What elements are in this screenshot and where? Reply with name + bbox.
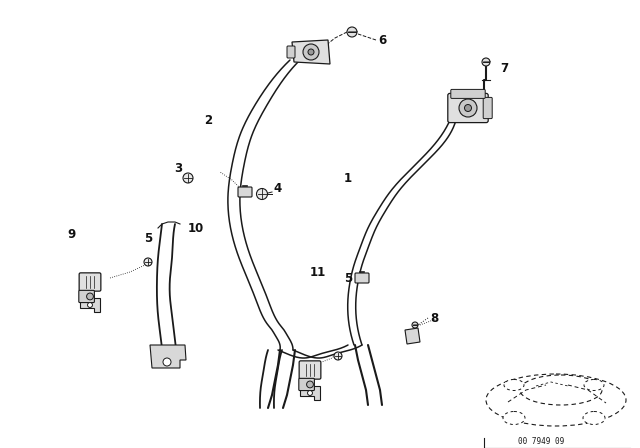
FancyBboxPatch shape (483, 97, 492, 119)
Circle shape (465, 104, 472, 112)
Circle shape (308, 49, 314, 55)
Ellipse shape (486, 374, 626, 426)
Polygon shape (292, 40, 330, 64)
Polygon shape (150, 345, 186, 368)
Circle shape (163, 358, 171, 366)
FancyBboxPatch shape (448, 93, 488, 123)
Circle shape (482, 58, 490, 66)
FancyBboxPatch shape (355, 273, 369, 283)
Circle shape (334, 352, 342, 360)
Circle shape (88, 302, 92, 307)
Ellipse shape (503, 412, 525, 425)
Text: 8: 8 (430, 311, 438, 324)
Circle shape (183, 173, 193, 183)
Circle shape (257, 189, 268, 199)
FancyBboxPatch shape (299, 379, 314, 391)
FancyBboxPatch shape (79, 290, 95, 302)
FancyBboxPatch shape (287, 46, 295, 58)
Text: 11: 11 (310, 266, 326, 279)
Polygon shape (300, 386, 320, 400)
Circle shape (144, 258, 152, 266)
Circle shape (303, 44, 319, 60)
Text: 9: 9 (68, 228, 76, 241)
Ellipse shape (520, 375, 602, 405)
FancyBboxPatch shape (299, 361, 321, 379)
Circle shape (86, 293, 93, 300)
Circle shape (308, 391, 312, 396)
Ellipse shape (584, 379, 604, 391)
Text: 5: 5 (144, 232, 152, 245)
Text: 1: 1 (344, 172, 352, 185)
Text: 3: 3 (174, 161, 182, 175)
Polygon shape (405, 328, 420, 344)
Circle shape (459, 99, 477, 117)
Text: 7: 7 (500, 61, 508, 74)
Text: 6: 6 (378, 34, 386, 47)
Polygon shape (80, 298, 100, 312)
Circle shape (307, 381, 314, 388)
Text: 5: 5 (344, 271, 352, 284)
Circle shape (347, 27, 357, 37)
Text: 10: 10 (188, 221, 204, 234)
Text: 00 7949 09: 00 7949 09 (518, 437, 564, 446)
FancyBboxPatch shape (451, 90, 485, 99)
Ellipse shape (583, 412, 605, 425)
Ellipse shape (504, 379, 524, 391)
Text: 2: 2 (204, 113, 212, 126)
Circle shape (412, 322, 418, 328)
FancyBboxPatch shape (79, 273, 101, 291)
FancyBboxPatch shape (238, 187, 252, 197)
Text: 4: 4 (274, 181, 282, 194)
